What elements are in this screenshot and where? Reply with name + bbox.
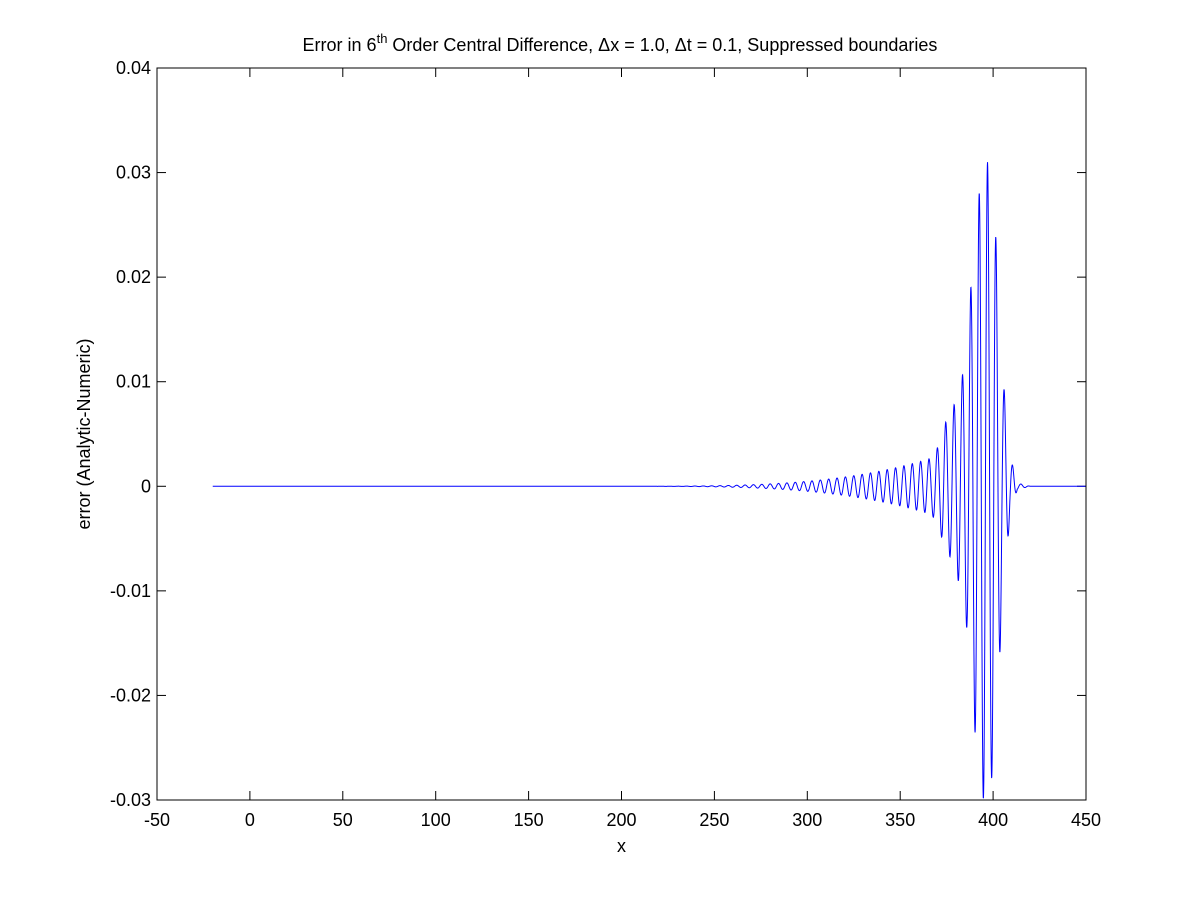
x-axis-label: x xyxy=(617,836,626,856)
y-tick-label: -0.02 xyxy=(110,685,151,705)
tick-labels: -50 0 50 100 150 200 250 300 350 400 450 -0.03 -0.02… xyxy=(110,58,1101,830)
series-line xyxy=(212,162,1086,799)
y-tick-label: 0.04 xyxy=(116,58,151,78)
x-tick-label: 200 xyxy=(606,810,636,830)
x-tick-label: 100 xyxy=(421,810,451,830)
chart-title: Error in 6th Order Central Difference, Δ… xyxy=(303,31,938,55)
x-tick-label: 50 xyxy=(333,810,353,830)
x-tick-label: 350 xyxy=(885,810,915,830)
y-tick-label: 0.02 xyxy=(116,267,151,287)
y-tick-label: -0.01 xyxy=(110,581,151,601)
x-tick-label: 300 xyxy=(792,810,822,830)
y-tick-label: 0 xyxy=(141,476,151,496)
y-tick-label: 0.01 xyxy=(116,372,151,392)
y-axis-label: error (Analytic-Numeric) xyxy=(74,338,94,529)
x-tick-label: 450 xyxy=(1071,810,1101,830)
x-tick-label: 150 xyxy=(514,810,544,830)
title-suffix: Order Central Difference, Δx = 1.0, Δt =… xyxy=(387,35,937,55)
title-superscript: th xyxy=(377,31,388,46)
x-tick-label: 0 xyxy=(245,810,255,830)
x-tick-label: 400 xyxy=(978,810,1008,830)
title-prefix: Error in 6 xyxy=(303,35,377,55)
y-tick-label: 0.03 xyxy=(116,163,151,183)
x-tick-label: -50 xyxy=(144,810,170,830)
x-tick-label: 250 xyxy=(699,810,729,830)
y-tick-label: -0.03 xyxy=(110,790,151,810)
axes-box xyxy=(156,67,1087,801)
